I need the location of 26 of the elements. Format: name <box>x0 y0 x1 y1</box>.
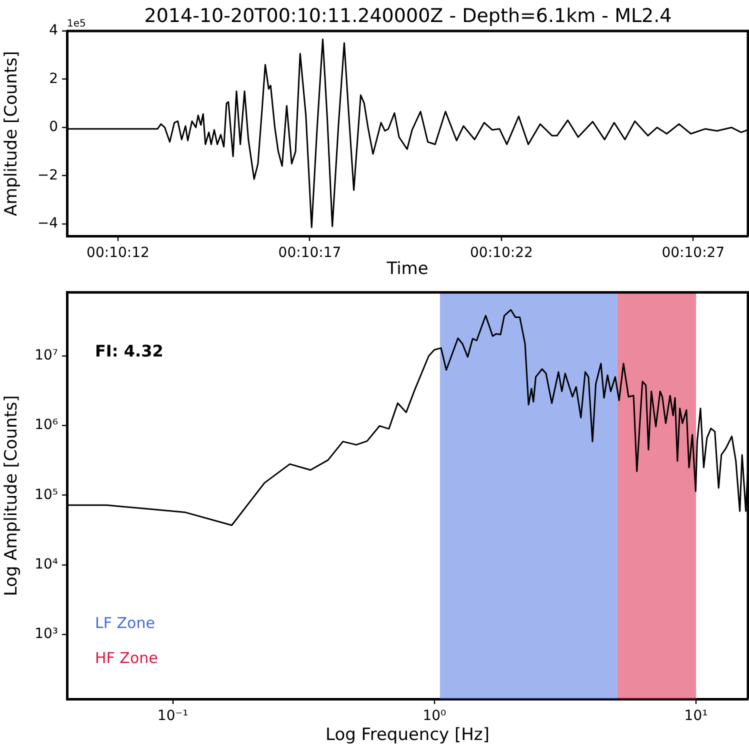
y-tick-label: 2 <box>49 70 58 87</box>
x-tick-label: 00:10:27 <box>662 245 725 262</box>
annotation: FI: 4.32 <box>95 342 164 361</box>
x-tick-label: 10⁰ <box>422 708 447 724</box>
y-tick-label: 10⁷ <box>34 348 58 364</box>
x-tick-label: 00:10:22 <box>470 245 533 262</box>
x-axis-title: Log Frequency [Hz] <box>326 725 490 746</box>
y-tick-label: 4 <box>49 22 58 39</box>
band-label: HF Zone <box>95 648 158 667</box>
x-tick-label: 10⁻¹ <box>157 708 188 724</box>
y-tick-label: 0 <box>49 119 58 136</box>
chart-title: 2014-10-20T00:10:11.240000Z - Depth=6.1km - ML2.4 <box>144 5 672 27</box>
y-tick-label: −2 <box>37 167 58 184</box>
y-tick-label: 10⁶ <box>34 417 58 434</box>
x-tick-label: 00:10:12 <box>86 245 150 262</box>
x-axis-title: Time <box>386 259 428 280</box>
y-axis-title: Log Amplitude [Counts] <box>2 395 22 596</box>
y-tick-label: −4 <box>37 216 58 232</box>
y-tick-label: 10⁵ <box>34 486 58 503</box>
x-tick-label: 00:10:17 <box>278 245 342 262</box>
y-tick-label: 10⁴ <box>34 556 58 572</box>
y-axis-title: Amplitude [Counts] <box>2 50 22 216</box>
band-label: LF Zone <box>95 614 155 632</box>
text: 1e5 <box>67 18 86 30</box>
x-tick-label: 10¹ <box>684 708 708 724</box>
y-tick-label: 10³ <box>34 626 58 642</box>
